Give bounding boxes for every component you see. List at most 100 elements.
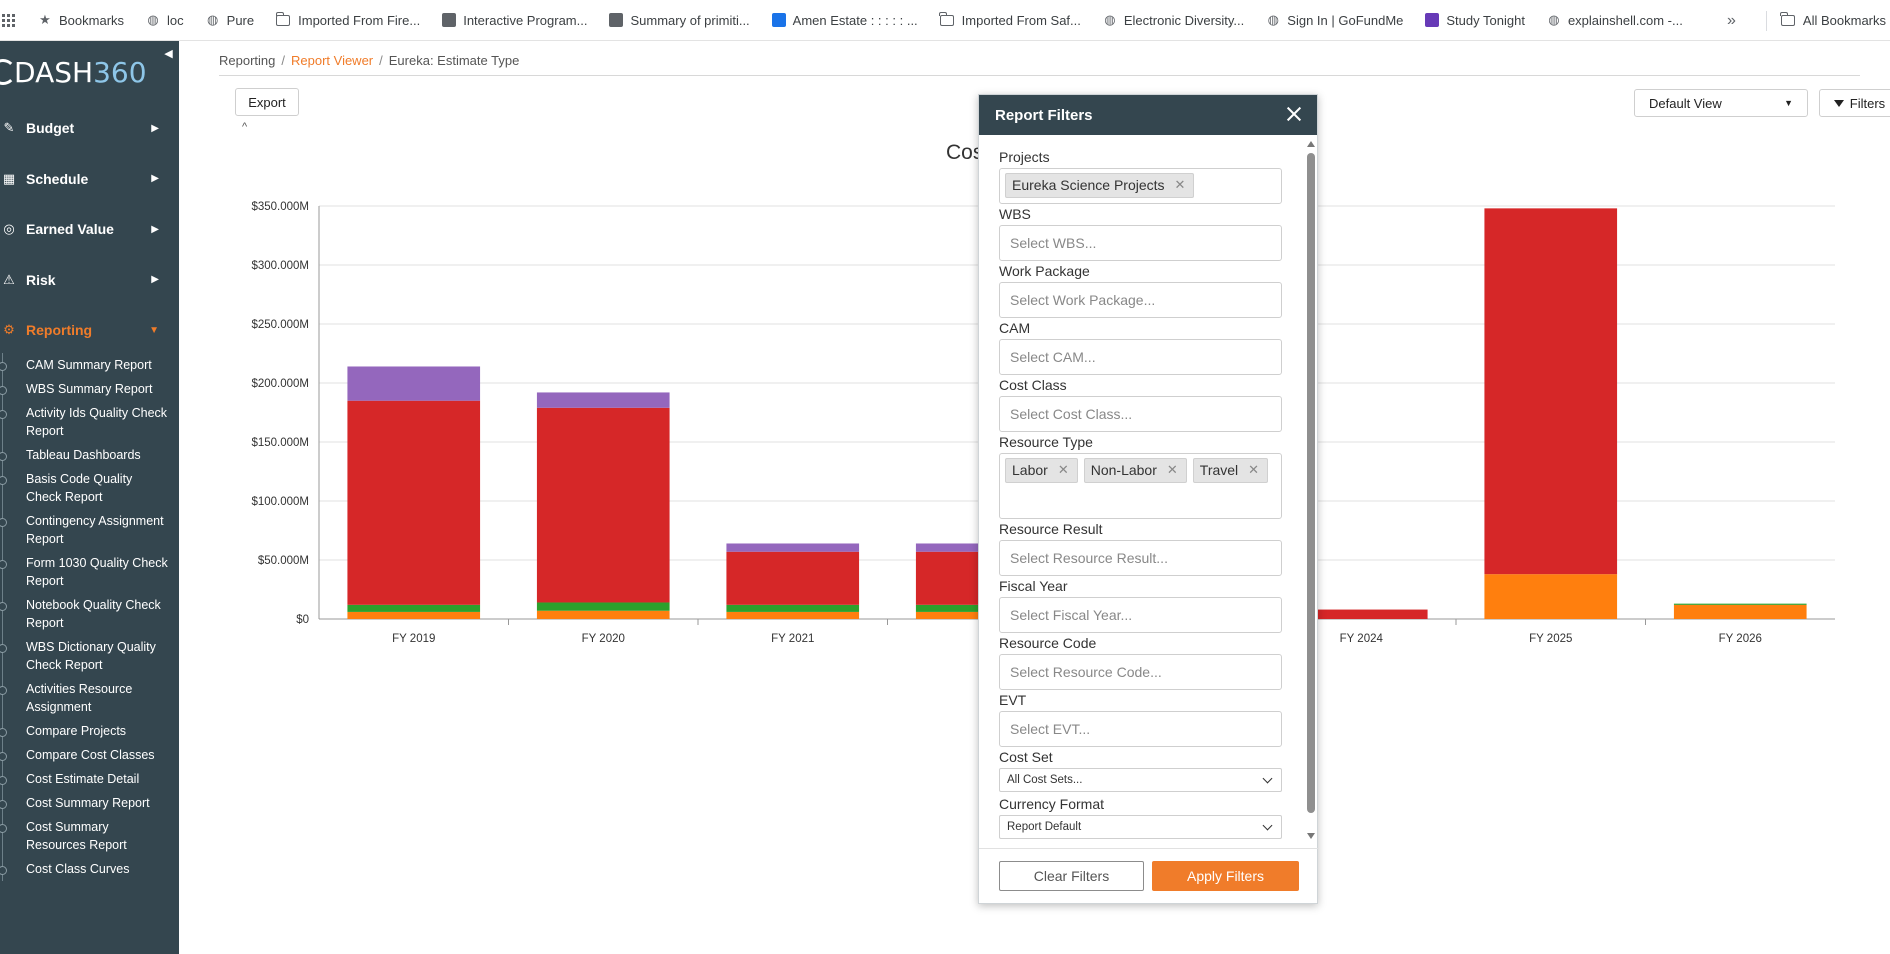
bookmark-item[interactable]: ★ Bookmarks (38, 12, 124, 28)
sidebar-report-link[interactable]: Contingency Assignment Report (0, 509, 179, 551)
remove-tag-icon[interactable]: ✕ (1057, 462, 1069, 477)
nav-item-earned-value[interactable]: ◎ Earned Value ▶ (0, 204, 179, 255)
cost-set-select[interactable]: All Cost Sets... (999, 768, 1282, 792)
filter-field: Resource Code Select Resource Code... (999, 635, 1282, 690)
filter-input[interactable]: Select Resource Code... (999, 654, 1282, 690)
nav-item-risk[interactable]: ⚠ Risk ▶ (0, 255, 179, 306)
sidebar-report-link[interactable]: Cost Estimate Detail (0, 767, 179, 791)
bookmark-item[interactable]: ◍ Sign In | GoFundMe (1266, 12, 1404, 28)
more-bookmarks-button[interactable]: » (1727, 11, 1736, 29)
sidebar-report-link[interactable]: Form 1030 Quality Check Report (0, 551, 179, 593)
bookmark-item[interactable]: Interactive Program... (442, 13, 587, 28)
bar-segment[interactable] (536, 602, 670, 611)
nav-item-reporting[interactable]: ⚙ Reporting ▼ (0, 305, 179, 356)
breadcrumb-report-viewer[interactable]: Report Viewer (291, 53, 374, 68)
sidebar-report-link[interactable]: Activities Resource Assignment (0, 677, 179, 719)
bookmark-item[interactable]: ◍ loc (146, 12, 183, 28)
bar-segment[interactable] (1484, 208, 1618, 575)
collapse-toolbar-icon[interactable]: ^ (242, 121, 248, 133)
bar-segment[interactable] (347, 366, 481, 401)
bar-segment[interactable] (726, 611, 860, 619)
nav-label: Earned Value (26, 221, 114, 238)
filter-input[interactable]: Select Work Package... (999, 282, 1282, 318)
bar-segment[interactable] (1294, 609, 1428, 619)
apps-grid-icon[interactable] (2, 13, 18, 27)
sidebar-report-link[interactable]: WBS Dictionary Quality Check Report (0, 635, 179, 677)
remove-tag-icon[interactable]: ✕ (1174, 177, 1186, 192)
sidebar-report-link[interactable]: Activity Ids Quality Check Report (0, 401, 179, 443)
bar-segment[interactable] (536, 610, 670, 619)
sidebar-report-link[interactable]: Cost Class Curves (0, 857, 179, 881)
panel-scrollbar[interactable] (1307, 141, 1315, 839)
bookmark-item[interactable]: ◍ Electronic Diversity... (1103, 12, 1244, 28)
filter-input[interactable]: Select CAM... (999, 339, 1282, 375)
bookmark-item[interactable]: Summary of primiti... (609, 13, 750, 28)
filter-multiselect[interactable]: Labor ✕ Non-Labor ✕ Travel ✕ (999, 453, 1282, 519)
bar-segment[interactable] (536, 392, 670, 408)
bookmark-item[interactable]: ◍ Pure (206, 12, 254, 28)
sidebar-report-link[interactable]: Notebook Quality Check Report (0, 593, 179, 635)
close-icon[interactable] (1283, 103, 1305, 125)
filter-input[interactable]: Select WBS... (999, 225, 1282, 261)
apply-filters-button[interactable]: Apply Filters (1152, 861, 1299, 891)
filter-label: Work Package (999, 263, 1090, 279)
sidebar-report-link[interactable]: Cost Summary Report (0, 791, 179, 815)
dash360-logo[interactable]: DASH360 (0, 49, 147, 95)
view-select[interactable]: Default View ▼ (1634, 89, 1808, 117)
bookmark-item[interactable]: Amen Estate : : : : : ... (771, 13, 918, 28)
y-tick-label: $100.000M (251, 496, 309, 508)
filter-input[interactable]: Select Resource Result... (999, 540, 1282, 576)
nav-item-budget[interactable]: ✎ Budget ▶ (0, 103, 179, 154)
sidebar-report-link[interactable]: WBS Summary Report (0, 377, 179, 401)
bar-segment[interactable] (1673, 604, 1807, 619)
clear-filters-button[interactable]: Clear Filters (999, 861, 1144, 891)
filters-button[interactable]: Filters (1819, 89, 1890, 117)
bookmark-item[interactable]: Study Tonight (1425, 13, 1525, 28)
filter-input[interactable]: Select EVT... (999, 711, 1282, 747)
filter-field: EVT Select EVT... (999, 692, 1282, 747)
bar-segment[interactable] (347, 400, 481, 605)
filter-field: Cost Class Select Cost Class... (999, 377, 1282, 432)
all-bookmarks-button[interactable]: All Bookmarks (1780, 12, 1886, 28)
remove-tag-icon[interactable]: ✕ (1166, 462, 1178, 477)
bookmark-item[interactable]: Imported From Fire... (275, 11, 420, 28)
bar-segment[interactable] (347, 611, 481, 619)
filters-button-label: Filters (1849, 95, 1886, 111)
remove-tag-icon[interactable]: ✕ (1248, 462, 1260, 477)
sidebar-report-link[interactable]: Tableau Dashboards (0, 443, 179, 467)
folder-icon (1780, 12, 1795, 26)
bar-segment[interactable] (726, 543, 860, 552)
logo-main: DASH (14, 55, 94, 89)
filter-input[interactable]: Select Fiscal Year... (999, 597, 1282, 633)
sidebar-report-link[interactable]: Cost Summary Resources Report (0, 815, 179, 857)
bookmark-item[interactable]: Imported From Saf... (939, 11, 1081, 28)
scroll-down-icon[interactable] (1307, 833, 1315, 839)
sidebar: DASH360 ◀ ✎ Budget ▶ ▦ Schedule ▶ ◎ Earned Valu… (0, 41, 179, 954)
reporting-submenu: CAM Summary Report WBS Summary Report Acti… (0, 352, 179, 881)
bar-segment[interactable] (1673, 603, 1807, 605)
bar-segment[interactable] (1484, 574, 1618, 619)
sidebar-report-link[interactable]: Compare Projects (0, 719, 179, 743)
breadcrumb-reporting[interactable]: Reporting (219, 53, 276, 68)
bar-segment[interactable] (726, 551, 860, 605)
sidebar-report-link[interactable]: CAM Summary Report (0, 353, 179, 377)
filter-input[interactable]: Select Cost Class... (999, 396, 1282, 432)
bookmark-item[interactable]: ◍ explainshell.com -... (1547, 12, 1683, 28)
filter-multiselect[interactable]: Eureka Science Projects ✕ (999, 168, 1282, 204)
nav-label: Risk (26, 271, 56, 288)
scroll-up-icon[interactable] (1307, 141, 1315, 147)
export-button[interactable]: Export (235, 88, 299, 116)
chevron-down-icon (1262, 773, 1273, 783)
bar-segment[interactable] (347, 604, 481, 612)
panel-footer: Clear Filters Apply Filters (979, 848, 1319, 903)
bar-segment[interactable] (726, 604, 860, 612)
currency-format-select[interactable]: Report Default (999, 815, 1282, 839)
bar-segment[interactable] (536, 407, 670, 603)
sidebar-report-link[interactable]: Basis Code Quality Check Report (0, 467, 179, 509)
sidebar-report-link[interactable]: Compare Cost Classes (0, 743, 179, 767)
nav-item-schedule[interactable]: ▦ Schedule ▶ (0, 154, 179, 205)
y-tick-label: $150.000M (251, 437, 309, 449)
collapse-sidebar-button[interactable]: ◀ (158, 42, 179, 64)
scrollbar-thumb[interactable] (1307, 153, 1315, 813)
selected-tag: Travel ✕ (1192, 458, 1269, 483)
